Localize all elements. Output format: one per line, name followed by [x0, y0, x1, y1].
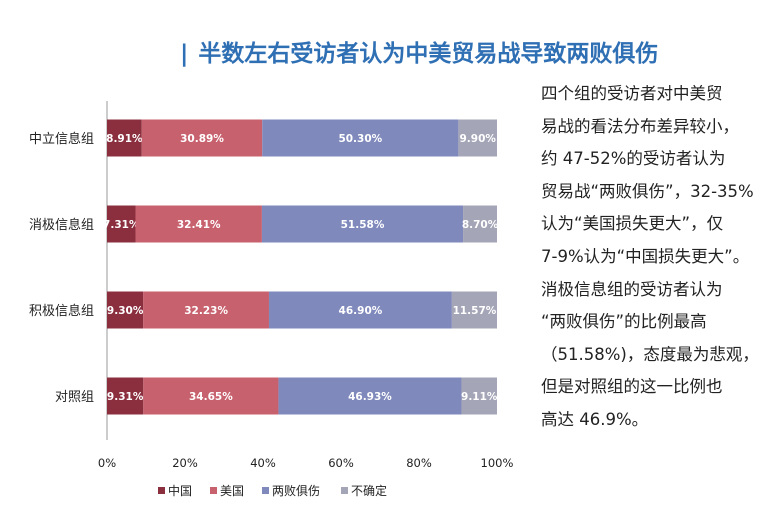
summary-line: “两败俱伤”的比例最高 [541, 312, 707, 332]
bar-segment [278, 377, 462, 415]
title-text: 半数左右受访者认为中美贸易战导致两败俱伤 [198, 41, 659, 67]
legend-label: 两败俱伤 [272, 483, 320, 498]
x-tick-label: 100% [481, 456, 514, 470]
legend-swatch [158, 487, 165, 494]
summary-line: 消极信息组的受访者认为 [541, 279, 723, 299]
summary-line: 高达 46.9%。 [541, 409, 649, 429]
legend-label: 不确定 [351, 483, 387, 498]
bar-segment [107, 377, 144, 415]
summary-line: 贸易战“两败俱伤”，32-35% [541, 181, 754, 201]
summary-line: 四个组的受访者对中美贸 [541, 84, 723, 103]
bar-segment [261, 205, 464, 243]
data-label: 9.30% [107, 305, 144, 317]
bar-segment [458, 119, 497, 157]
x-tick-label: 20% [172, 456, 198, 470]
summary-paragraph: 四个组的受访者对中美贸 易战的看法分布差异较小， 约 47-52%的受访者认为贸易战… [541, 78, 763, 437]
data-label: 50.30% [338, 133, 382, 145]
summary-line: （51.58%)，态度最为悲观， [541, 344, 759, 364]
bar-segment [143, 377, 279, 415]
bar-segment [463, 205, 497, 243]
data-label: 46.90% [339, 305, 383, 317]
x-tick-label: 0% [98, 456, 116, 470]
summary-line: 7-9%认为“中国损失更大”。 [541, 246, 750, 266]
data-label: 32.41% [177, 219, 221, 231]
legend-label: 中国 [168, 483, 192, 498]
category-label: 消极信息组 [29, 217, 94, 233]
data-label: 30.89% [180, 133, 224, 145]
bar-segment [262, 119, 459, 157]
data-label: 46.93% [348, 391, 392, 403]
data-label: 8.91% [106, 133, 143, 145]
data-label: 51.58% [341, 219, 385, 231]
category-label: 积极信息组 [29, 303, 94, 319]
bar-segment [141, 119, 263, 157]
bar-segment [135, 205, 262, 243]
bar-segment [107, 205, 136, 243]
bar-segment [143, 291, 269, 329]
bar-segment [107, 291, 144, 329]
summary-line: 认为“美国损失更大”，仅 [541, 214, 724, 234]
bar-segment [268, 291, 452, 329]
data-label: 32.23% [184, 305, 228, 317]
data-label: 9.11% [461, 391, 498, 403]
data-label: 9.31% [107, 391, 144, 403]
summary-line: 约 47-52%的受访者认为 [541, 149, 726, 169]
x-tick-label: 60% [328, 456, 354, 470]
data-label: 9.90% [459, 133, 496, 145]
bar-segment [451, 291, 497, 329]
title-accent-bar: | [180, 41, 189, 67]
category-label: 对照组 [55, 390, 94, 405]
bar-segment [107, 119, 142, 157]
legend-swatch [262, 487, 269, 494]
summary-line: 但是对照组的这一比例也 [541, 377, 723, 397]
legend-swatch [341, 487, 348, 494]
bar-segment [461, 377, 497, 415]
page-title: | 半数左右受访者认为中美贸易战导致两败俱伤 [180, 34, 765, 68]
x-tick-label: 40% [250, 456, 276, 470]
x-tick-label: 80% [406, 456, 432, 470]
summary-line: 易战的看法分布差异较小， [541, 116, 739, 136]
data-label: 8.70% [462, 219, 499, 231]
category-label: 中立信息组 [29, 131, 94, 147]
data-label: 7.31% [103, 219, 140, 231]
data-label: 11.57% [453, 305, 497, 317]
legend-swatch [210, 487, 217, 494]
data-label: 34.65% [189, 391, 233, 403]
legend-label: 美国 [220, 484, 244, 498]
